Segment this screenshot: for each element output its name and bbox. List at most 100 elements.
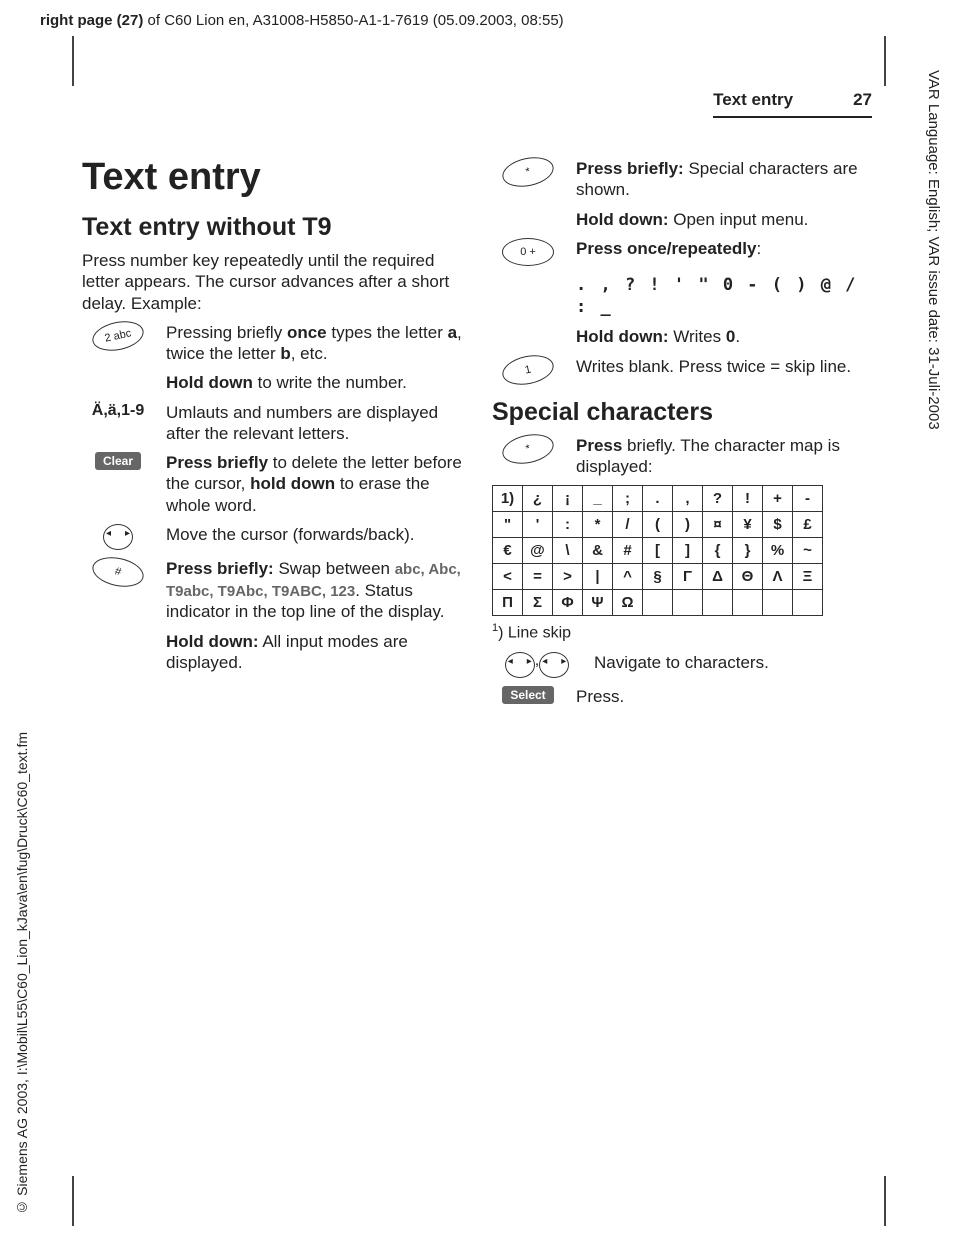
t: Pressing briefly	[166, 323, 287, 342]
entry-star-hold: Hold down: Open input menu.	[492, 209, 872, 230]
char-cell: $	[763, 512, 793, 538]
side-right-text: VAR Language: English; VAR issue date: 3…	[925, 70, 942, 430]
clear-box: Clear	[95, 452, 141, 470]
entry-one: 1 Writes blank. Press twice = skip line.	[492, 356, 872, 384]
char-cell: Λ	[763, 564, 793, 590]
char-cell: =	[523, 564, 553, 590]
char-cell: €	[493, 538, 523, 564]
char-cell: §	[643, 564, 673, 590]
nav2-text: Navigate to characters.	[594, 652, 872, 678]
t: Press briefly	[166, 453, 268, 472]
zero-text1: Press once/repeatedly:	[576, 238, 872, 266]
special-text: Press briefly. The character map is disp…	[576, 435, 872, 478]
columns: Text entry Text entry without T9 Press n…	[82, 150, 872, 716]
t: Swap between	[274, 559, 395, 578]
t: , etc.	[291, 344, 328, 363]
running-head: Text entry 27	[713, 90, 872, 118]
column-right: * Press briefly: Special characters are …	[492, 150, 872, 716]
side-left-text: © Siemens AG 2003, I:\Mobil\L55\C60_Lion…	[14, 732, 30, 1216]
crop-mark	[72, 36, 74, 86]
h1-text-entry: Text entry	[82, 156, 462, 199]
t: Press briefly:	[166, 559, 274, 578]
h2-special: Special characters	[492, 398, 872, 427]
entry-zero: 0 + Press once/repeatedly:	[492, 238, 872, 266]
t: to write the number.	[253, 373, 407, 392]
char-cell: :	[553, 512, 583, 538]
star-icon: *	[492, 158, 564, 201]
char-cell	[793, 590, 823, 616]
char-cell: !	[733, 486, 763, 512]
t: a	[448, 323, 457, 342]
char-cell: ¡	[553, 486, 583, 512]
page-side: right page (27)	[40, 12, 143, 29]
entry-umlaut: Ä,ä,1-9 Umlauts and numbers are displaye…	[82, 402, 462, 445]
running-title: Text entry	[713, 90, 793, 110]
zero-icon: 0 +	[492, 238, 564, 266]
char-cell	[733, 590, 763, 616]
t: :	[756, 239, 761, 258]
key-oval-star2: *	[500, 429, 557, 467]
star-text2: Hold down: Open input menu.	[576, 209, 872, 230]
star-text1: Press briefly: Special characters are sh…	[576, 158, 872, 201]
char-cell: &	[583, 538, 613, 564]
umlaut-icon: Ä,ä,1-9	[82, 402, 154, 445]
key-oval-one: 1	[500, 350, 557, 388]
entry-key2-hold: Hold down to write the number.	[82, 372, 462, 393]
char-cell: #	[613, 538, 643, 564]
t: Writes	[669, 327, 726, 346]
t: Press briefly:	[576, 159, 684, 178]
clear-icon: Clear	[82, 452, 154, 516]
nav-icons2: ,	[492, 652, 582, 678]
char-cell: ?	[703, 486, 733, 512]
clear-text: Press briefly to delete the letter befor…	[166, 452, 462, 516]
select-box: Select	[502, 686, 553, 704]
char-cell: Δ	[703, 564, 733, 590]
char-cell	[673, 590, 703, 616]
blank-icon	[492, 274, 564, 319]
t: Hold down	[166, 373, 253, 392]
char-cell: @	[523, 538, 553, 564]
select-icon: Select	[492, 686, 564, 707]
char-cell: {	[703, 538, 733, 564]
page-number: 27	[853, 90, 872, 110]
entry-key2: 2 abc Pressing briefly once types the le…	[82, 322, 462, 365]
char-cell: |	[583, 564, 613, 590]
key2-hold-text: Hold down to write the number.	[166, 372, 462, 393]
one-text: Writes blank. Press twice = skip line.	[576, 356, 872, 384]
char-cell: <	[493, 564, 523, 590]
key-oval-2abc: 2 abc	[90, 317, 147, 355]
entry-special: * Press briefly. The character map is di…	[492, 435, 872, 478]
t: Press once/repeatedly	[576, 239, 756, 258]
char-cell: *	[583, 512, 613, 538]
t: 0	[726, 327, 735, 346]
char-cell: >	[553, 564, 583, 590]
t: . , ? ! ' " 0 - ( ) @ / : _	[576, 275, 857, 317]
entry-select: Select Press.	[492, 686, 872, 707]
column-left: Text entry Text entry without T9 Press n…	[82, 150, 462, 716]
nav-icon-v	[539, 652, 569, 678]
key-oval-zero: 0 +	[502, 238, 554, 266]
hash-icon: #	[82, 558, 154, 623]
t: types the letter	[327, 323, 448, 342]
char-cell: ~	[793, 538, 823, 564]
char-cell: _	[583, 486, 613, 512]
doc-info: of C60 Lion en, A31008-H5850-A1-1-7619 (…	[143, 12, 563, 29]
char-cell: ^	[613, 564, 643, 590]
entry-star: * Press briefly: Special characters are …	[492, 158, 872, 201]
char-cell	[703, 590, 733, 616]
char-table: 1)¿¡_;.,?!+-"':*/()¤¥$£€@\&#[]{}%~<=>|^§…	[492, 485, 823, 616]
char-cell: Ψ	[583, 590, 613, 616]
hash-text2: Hold down: All input modes are displayed…	[166, 631, 462, 674]
t: hold down	[250, 474, 335, 493]
char-cell: ¿	[523, 486, 553, 512]
zero-seq: . , ? ! ' " 0 - ( ) @ / : _	[576, 274, 872, 319]
blank-icon	[492, 209, 564, 230]
key-oval-hash: #	[90, 553, 147, 591]
char-cell: £	[793, 512, 823, 538]
char-cell: .	[643, 486, 673, 512]
entry-zero-seq: . , ? ! ' " 0 - ( ) @ / : _	[492, 274, 872, 319]
entry-zero-hold: Hold down: Writes 0.	[492, 326, 872, 347]
t: Open input menu.	[669, 210, 809, 229]
intro-paragraph: Press number key repeatedly until the re…	[82, 250, 462, 314]
crop-mark	[72, 1176, 74, 1226]
